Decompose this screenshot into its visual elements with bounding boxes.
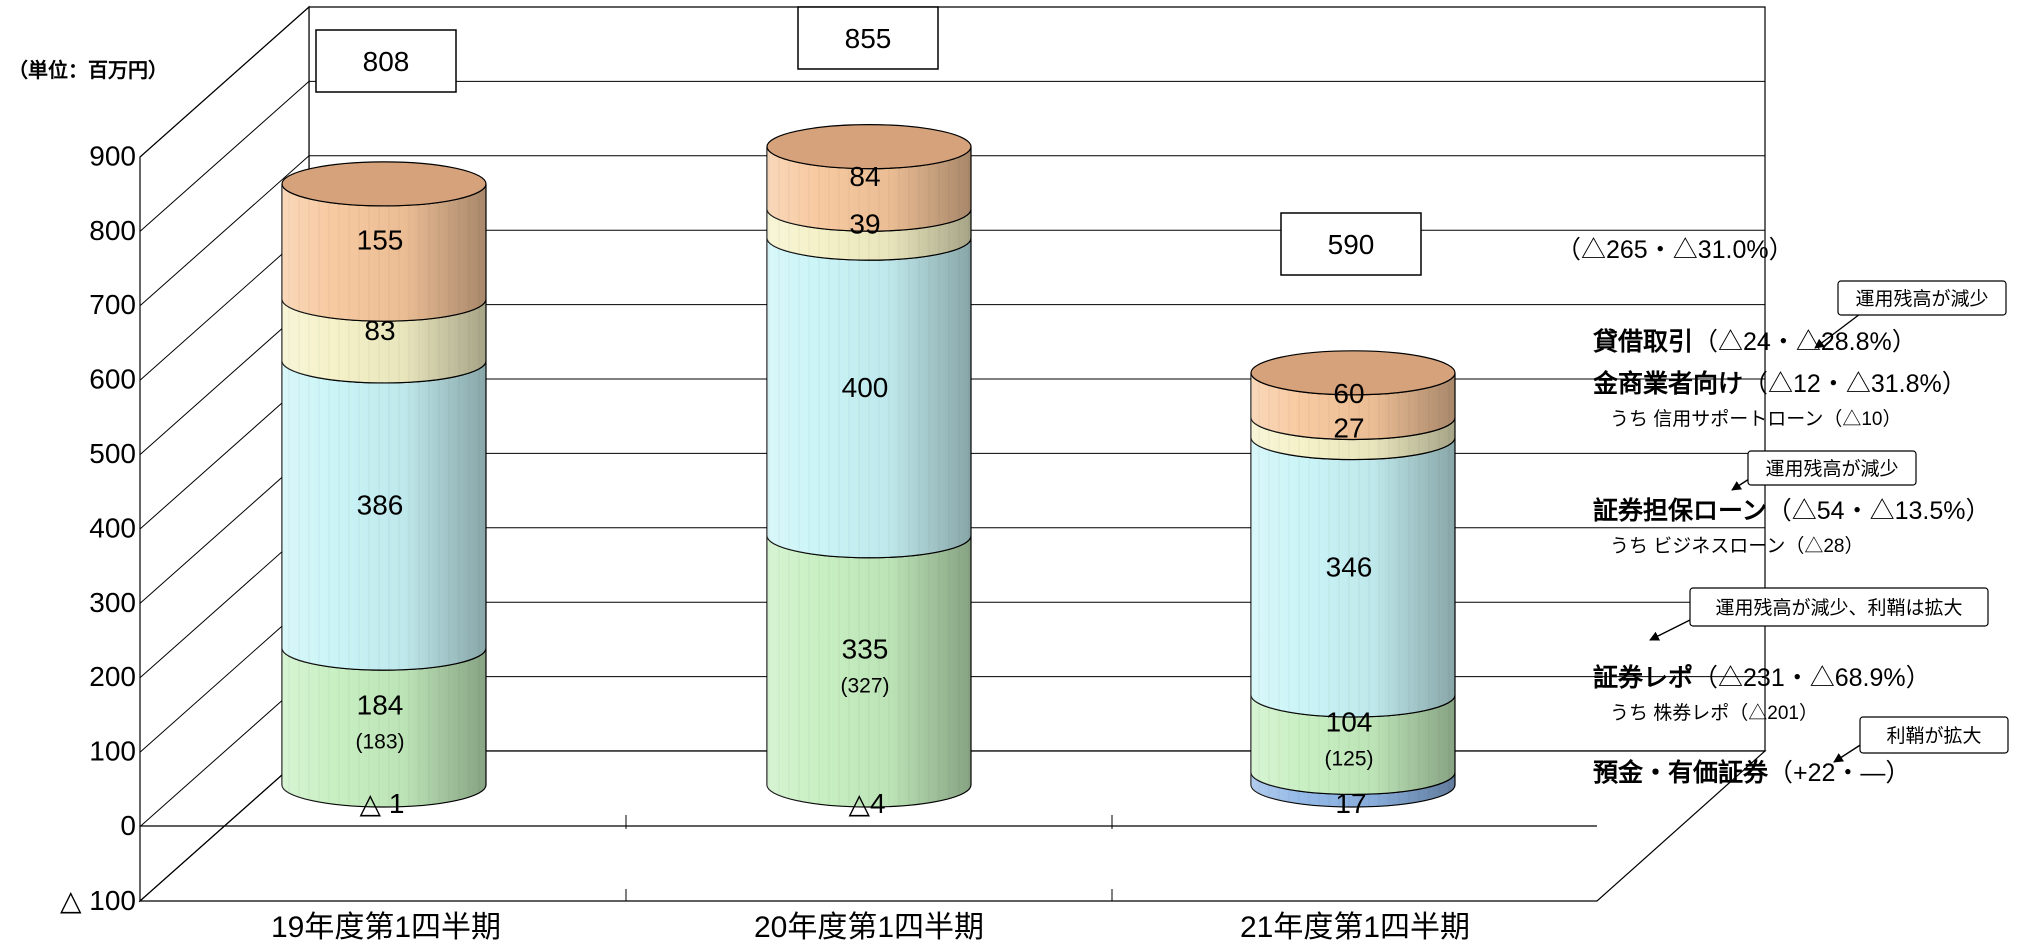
cylinder-top bbox=[1250, 350, 1456, 396]
total-labels: 808 855 590 bbox=[315, 6, 1422, 276]
legend-annotations: 貸借取引（△24・△28.8%） 金商業者向け（△12・△31.8%） うち 信用サ… bbox=[1592, 327, 1990, 787]
y-tick-label: 600 bbox=[89, 364, 136, 395]
segment-label-repo: 335 bbox=[842, 633, 889, 664]
segment-label-repo: 104 bbox=[1326, 707, 1373, 738]
total-label: 590 bbox=[1328, 229, 1375, 260]
segment-label-broker: 27 bbox=[1333, 413, 1364, 444]
segment-label-broker: 39 bbox=[849, 209, 880, 240]
segment-texture bbox=[1251, 437, 1455, 717]
callout-deposit: 利鞘が拡大 bbox=[1886, 725, 1981, 747]
x-axis-categories: 19年度第1四半期 20年度第1四半期 21年度第1四半期 bbox=[271, 911, 1470, 944]
callout-arrow bbox=[1814, 313, 1861, 349]
segment-label-deposit: △ 1 bbox=[360, 788, 405, 819]
cylinder: 104 (125) 346 27 60 17 bbox=[1250, 350, 1456, 819]
annotation-deposit: 預金・有価証券（+22・―） bbox=[1593, 758, 1910, 787]
segment-texture bbox=[282, 360, 486, 671]
y-tick-label: 100 bbox=[89, 736, 136, 767]
gridline bbox=[139, 155, 1765, 307]
segment-texture bbox=[767, 209, 971, 261]
callout-box bbox=[1689, 587, 1989, 627]
segment-label-deposit: 17 bbox=[1335, 788, 1366, 819]
y-tick-label: 900 bbox=[89, 140, 136, 171]
segment-texture bbox=[282, 299, 486, 383]
annotation-repo: 証券レポ（△231・△68.9%） bbox=[1593, 663, 1931, 692]
total-box bbox=[315, 29, 457, 93]
callout-box bbox=[1837, 280, 2007, 316]
total-box bbox=[1280, 212, 1422, 276]
cylinder: 184 (183) 386 83 155 △ 1 bbox=[281, 161, 487, 819]
segment-label-repo: 184 bbox=[357, 690, 404, 721]
category-separators bbox=[625, 815, 1113, 901]
total-change-label: （△265・△31.0%） bbox=[1556, 236, 1794, 264]
y-tick-label: 700 bbox=[89, 289, 136, 320]
annotation-broker: 金商業者向け（△12・△31.8%） bbox=[1592, 369, 1967, 398]
callout-box bbox=[1859, 716, 2009, 754]
annotation-sub-loan: うち ビジネスローン（△28） bbox=[1610, 535, 1863, 557]
segment-label-deposit: △4 bbox=[848, 788, 885, 819]
segment-label-loan: 400 bbox=[842, 372, 889, 403]
segment-label-loan: 346 bbox=[1326, 551, 1373, 582]
segment-texture bbox=[1251, 772, 1455, 807]
x-category-label: 20年度第1四半期 bbox=[754, 911, 984, 944]
segment-texture bbox=[1251, 417, 1455, 460]
segment-texture bbox=[1251, 694, 1455, 795]
total-label: 808 bbox=[363, 46, 410, 77]
segment-sublabel-repo: (327) bbox=[840, 674, 889, 697]
annotation-sub-broker: うち 信用サポートローン（△10） bbox=[1610, 408, 1901, 430]
y-tick-label: 0 bbox=[120, 810, 136, 841]
y-tick-label: 200 bbox=[89, 661, 136, 692]
segment-label-loan: 386 bbox=[357, 490, 404, 521]
callout-repo: 運用残高が減少、利鞘は拡大 bbox=[1715, 597, 1962, 619]
segment-label-lending: 84 bbox=[849, 161, 880, 192]
segment-texture bbox=[767, 238, 971, 558]
annotation-sub-repo: うち 株券レポ（△201） bbox=[1610, 702, 1818, 724]
gridline bbox=[139, 80, 1765, 232]
unit-label: （単位：百万円） bbox=[8, 58, 168, 82]
stacked-cylinders: 184 (183) 386 83 155 △ 1 335 (327) 400 39 84 △4 104 (… bbox=[281, 124, 1456, 819]
y-tick-label: 500 bbox=[89, 438, 136, 469]
segment-texture bbox=[282, 183, 486, 322]
segment-sublabel-repo: (183) bbox=[355, 731, 404, 754]
total-label: 855 bbox=[845, 23, 892, 54]
y-tick-label: 300 bbox=[89, 587, 136, 618]
callout-loan: 運用残高が減少 bbox=[1765, 458, 1898, 480]
gridline bbox=[139, 6, 1765, 158]
callout-box bbox=[1747, 450, 1917, 486]
segment-label-lending: 155 bbox=[357, 225, 404, 256]
annotation-lending: 貸借取引（△24・△28.8%） bbox=[1593, 327, 1917, 356]
y-tick-label: 400 bbox=[89, 512, 136, 543]
segment-label-lending: 60 bbox=[1333, 378, 1364, 409]
annotation-loan: 証券担保ローン（△54・△13.5%） bbox=[1593, 496, 1990, 525]
cylinder-top bbox=[766, 124, 972, 170]
total-box bbox=[797, 6, 939, 70]
segment-texture bbox=[282, 648, 486, 807]
segment-texture bbox=[767, 146, 971, 232]
segment-texture bbox=[767, 535, 971, 807]
segment-label-broker: 83 bbox=[364, 315, 395, 346]
cylinder-top bbox=[281, 161, 487, 207]
y-axis-ticks: 900 800 700 600 500 400 300 200 100 0 △ 100 bbox=[60, 140, 136, 916]
segment-texture bbox=[1251, 372, 1455, 440]
segment-sublabel-repo: (125) bbox=[1324, 748, 1373, 771]
x-category-label: 21年度第1四半期 bbox=[1240, 911, 1470, 944]
callout-lending: 運用残高が減少 bbox=[1855, 288, 1988, 310]
cylinder: 335 (327) 400 39 84 △4 bbox=[766, 124, 972, 819]
y-tick-label: △ 100 bbox=[60, 885, 136, 916]
x-category-label: 19年度第1四半期 bbox=[271, 911, 501, 944]
y-tick-label: 800 bbox=[89, 215, 136, 246]
